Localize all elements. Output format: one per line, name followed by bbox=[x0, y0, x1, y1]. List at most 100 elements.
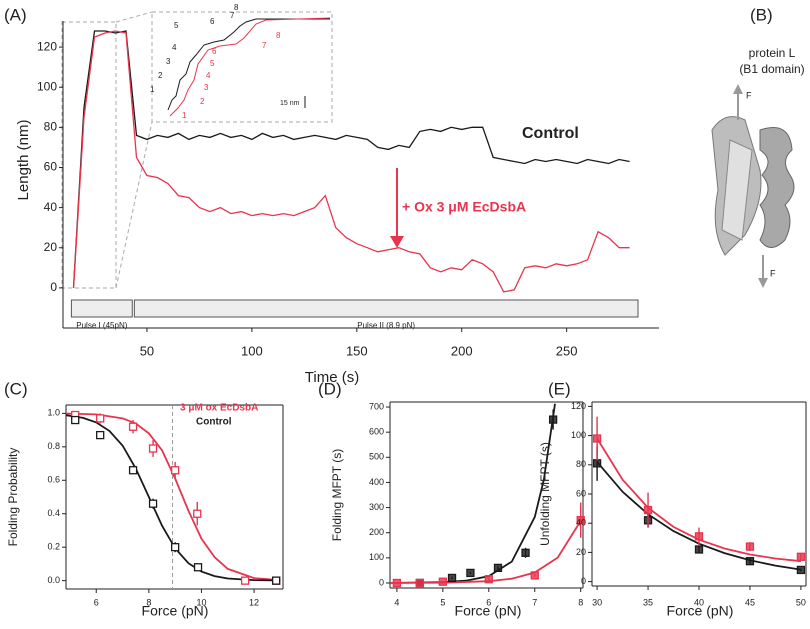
panel-label: (A) bbox=[4, 5, 27, 24]
y-tick-label: 80 bbox=[44, 120, 58, 134]
y-tick-label: 500 bbox=[369, 452, 384, 462]
y-tick-label: 200 bbox=[369, 527, 384, 537]
x-axis-title: Force (pN) bbox=[142, 603, 209, 619]
pulse-bar bbox=[70, 299, 133, 318]
scale-label: 15 nm bbox=[280, 100, 300, 107]
y-tick-label: 100 bbox=[369, 552, 384, 562]
x-tick-label: 50 bbox=[140, 343, 154, 358]
point bbox=[548, 415, 558, 424]
y-tick-label: 700 bbox=[369, 401, 384, 411]
inset-label: 5 bbox=[210, 59, 215, 68]
force-label: F bbox=[770, 268, 776, 278]
y-tick-label: 0.2 bbox=[47, 542, 60, 552]
y-tick-label: 0 bbox=[379, 577, 384, 587]
y-tick-label: 20 bbox=[576, 547, 586, 557]
y-tick-label: 600 bbox=[369, 427, 384, 437]
point bbox=[643, 505, 653, 515]
y-tick-label: 0.4 bbox=[47, 508, 60, 518]
inset-label: 7 bbox=[230, 11, 235, 20]
point bbox=[96, 430, 105, 440]
y-tick-label: 0.6 bbox=[47, 475, 60, 485]
point bbox=[745, 557, 755, 566]
x-tick-label: 50 bbox=[796, 597, 806, 607]
x-tick-label: 4 bbox=[394, 597, 399, 607]
point bbox=[576, 515, 585, 525]
x-tick-label: 6 bbox=[94, 597, 99, 607]
y-tick-label: 120 bbox=[571, 401, 586, 411]
x-tick-label: 200 bbox=[451, 343, 473, 358]
point bbox=[592, 434, 602, 443]
y-tick-label: 120 bbox=[37, 39, 57, 53]
y-tick-label: 400 bbox=[369, 477, 384, 487]
y-axis-title: Length (nm) bbox=[15, 120, 32, 201]
legend-label: Control bbox=[196, 417, 232, 428]
x-axis-title: Force (pN) bbox=[667, 603, 734, 619]
force-label: F bbox=[746, 90, 752, 100]
x-tick-label: 8 bbox=[146, 597, 151, 607]
inset-label: 4 bbox=[172, 43, 177, 52]
y-tick-label: 0.8 bbox=[47, 441, 60, 451]
trace-label: Control bbox=[522, 125, 579, 142]
point bbox=[415, 578, 425, 588]
protein-subtitle: (B1 domain) bbox=[739, 62, 804, 76]
y-tick-label: 0.0 bbox=[47, 575, 60, 585]
x-tick-label: 5 bbox=[440, 597, 445, 607]
y-tick-label: 60 bbox=[44, 160, 58, 174]
point bbox=[128, 466, 138, 475]
panel-label: (B) bbox=[750, 5, 773, 24]
y-tick-label: 80 bbox=[576, 459, 586, 469]
point bbox=[392, 578, 402, 588]
x-tick-label: 40 bbox=[694, 597, 704, 607]
point bbox=[240, 576, 250, 585]
point bbox=[193, 563, 203, 572]
pulse-bar bbox=[133, 299, 639, 318]
point bbox=[530, 571, 539, 580]
inset-label: 7 bbox=[262, 41, 267, 50]
point bbox=[148, 444, 158, 453]
inset-label: 8 bbox=[234, 3, 239, 12]
x-tick-label: 100 bbox=[241, 343, 263, 358]
point bbox=[193, 509, 202, 518]
x-tick-label: 6 bbox=[486, 597, 491, 607]
panel-label: (C) bbox=[4, 379, 28, 398]
x-tick-label: 8 bbox=[578, 597, 583, 607]
y-tick-label: 40 bbox=[44, 200, 58, 214]
point bbox=[438, 577, 447, 586]
y-tick-label: 20 bbox=[44, 240, 58, 254]
x-tick-label: 150 bbox=[346, 343, 368, 358]
inset-label: 3 bbox=[166, 57, 171, 66]
arrow-head bbox=[390, 236, 404, 248]
inset-label: 2 bbox=[200, 97, 205, 106]
point bbox=[447, 573, 457, 583]
y-tick-label: 0 bbox=[581, 576, 586, 586]
y-tick-label: 300 bbox=[369, 502, 384, 512]
x-axis-title: Time (s) bbox=[305, 369, 359, 386]
point bbox=[171, 466, 180, 475]
inset-label: 4 bbox=[206, 71, 211, 80]
panel-label: (E) bbox=[548, 379, 571, 398]
inset-label: 1 bbox=[182, 111, 187, 120]
protein-drawing bbox=[711, 84, 795, 288]
y-axis-title: Unfolding MFPT (s) bbox=[538, 442, 552, 546]
inset-label: 8 bbox=[276, 31, 281, 40]
trace-label: + Ox 3 μM EcDsbA bbox=[402, 199, 526, 215]
panel-label: (D) bbox=[318, 379, 342, 398]
protein-title: protein L bbox=[749, 46, 796, 60]
x-tick-label: 30 bbox=[592, 597, 602, 607]
x-tick-label: 12 bbox=[249, 597, 259, 607]
fit-curve bbox=[390, 520, 582, 584]
trace bbox=[72, 30, 630, 293]
fit-curve bbox=[65, 414, 281, 582]
point bbox=[71, 415, 80, 425]
y-tick-label: 100 bbox=[571, 430, 586, 440]
point bbox=[96, 414, 105, 423]
y-axis-title: Folding Probability bbox=[6, 448, 20, 547]
inset-label: 6 bbox=[212, 47, 217, 56]
x-tick-label: 45 bbox=[745, 597, 755, 607]
point bbox=[796, 565, 806, 575]
y-tick-label: 0 bbox=[50, 280, 57, 294]
point bbox=[745, 542, 755, 551]
pulse-label: Pulse I (45pN) bbox=[76, 321, 127, 330]
point bbox=[493, 563, 503, 573]
